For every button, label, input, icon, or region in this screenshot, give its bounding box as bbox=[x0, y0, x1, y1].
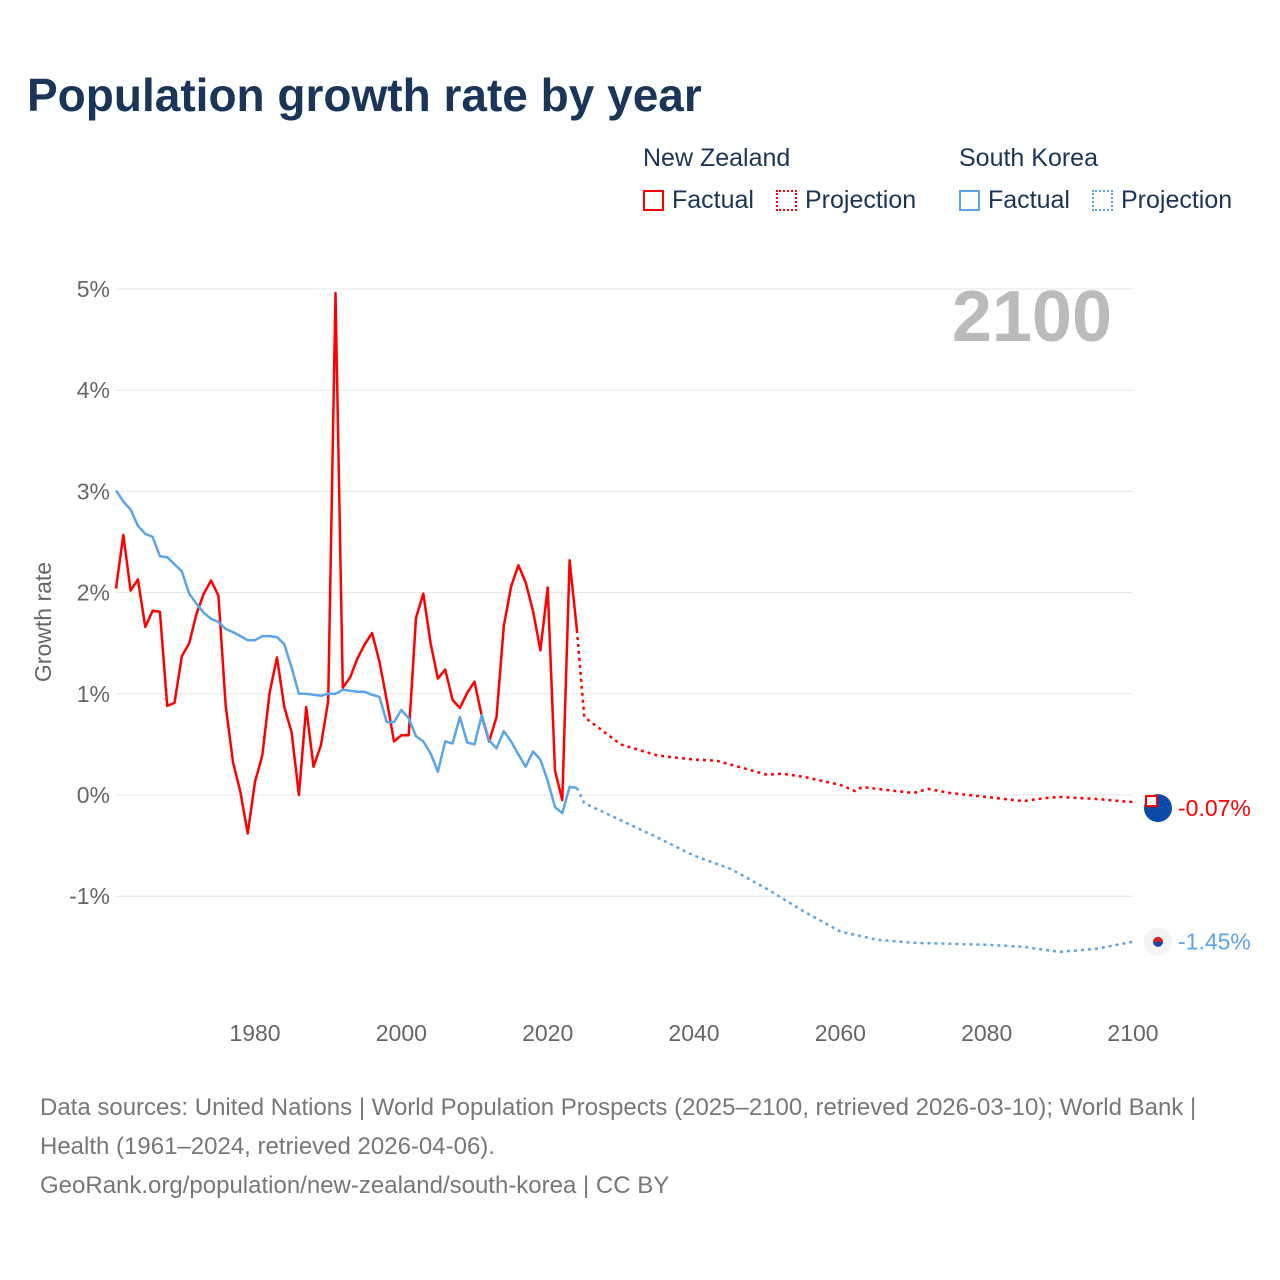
y-tick-label: 2% bbox=[77, 580, 110, 606]
end-value-label: -1.45% bbox=[1178, 929, 1251, 955]
plot-area: -1% 0% 1% 2% 3% 4% 5% 1980 2000 2020 2040 2060 2080 2… bbox=[30, 276, 1251, 1046]
legend-swatch-solid bbox=[959, 190, 980, 211]
chart-title: Population growth rate by year bbox=[27, 69, 702, 121]
factual-line-0 bbox=[114, 291, 579, 835]
legend-swatch-dotted bbox=[1092, 190, 1113, 211]
x-tick-label: 2000 bbox=[376, 1020, 427, 1046]
source-link[interactable]: GeoRank.org/population/new-zealand/south… bbox=[40, 1172, 670, 1199]
legend-label: Factual bbox=[988, 186, 1070, 214]
legend-kr-projection[interactable]: Projection bbox=[1092, 186, 1232, 215]
x-tick-label: 2100 bbox=[1107, 1020, 1158, 1046]
legend-swatch-dotted bbox=[776, 190, 797, 211]
projection-line-0 bbox=[575, 629, 1134, 804]
y-tick-label: 4% bbox=[77, 377, 110, 403]
y-tick-label: -1% bbox=[69, 883, 110, 909]
legend-nz-projection[interactable]: Projection bbox=[776, 186, 916, 215]
legend-swatch-solid bbox=[643, 190, 664, 211]
x-tick-label: 2080 bbox=[961, 1020, 1012, 1046]
legend-label: Projection bbox=[1121, 186, 1233, 214]
footer: Data sources: United Nations | World Pop… bbox=[40, 1088, 1240, 1205]
x-tick-label: 2040 bbox=[668, 1020, 719, 1046]
x-tick-label: 2020 bbox=[522, 1020, 573, 1046]
data-sources: Data sources: United Nations | World Pop… bbox=[40, 1094, 1197, 1160]
x-tick-label: 1980 bbox=[229, 1020, 280, 1046]
legend-kr-factual[interactable]: Factual bbox=[959, 186, 1070, 215]
y-tick-label: 3% bbox=[77, 478, 110, 504]
factual-line-1 bbox=[114, 489, 578, 815]
legend-label: Projection bbox=[805, 186, 917, 214]
legend-group-new-zealand: New Zealand bbox=[643, 144, 791, 172]
y-tick-label: 0% bbox=[77, 782, 110, 808]
flag-taeguk-blue bbox=[1153, 941, 1163, 947]
flag-union-jack bbox=[1145, 795, 1158, 808]
legend-nz-factual[interactable]: Factual bbox=[643, 186, 754, 215]
legend-group-south-korea: South Korea bbox=[959, 144, 1098, 172]
y-axis-label: Growth rate bbox=[30, 562, 56, 682]
end-value-label: -0.07% bbox=[1178, 795, 1251, 821]
year-indicator: 2100 bbox=[952, 277, 1112, 357]
legend-label: Factual bbox=[672, 186, 754, 214]
y-tick-label: 1% bbox=[77, 681, 110, 707]
projection-line-1 bbox=[575, 787, 1134, 954]
y-tick-label: 5% bbox=[77, 276, 110, 302]
x-tick-label: 2060 bbox=[815, 1020, 866, 1046]
